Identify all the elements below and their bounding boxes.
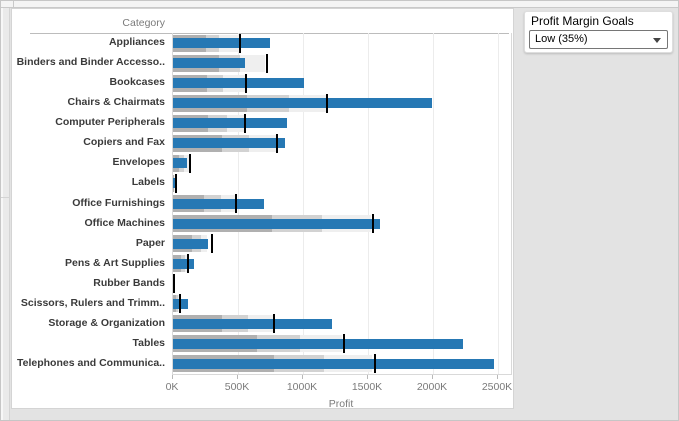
profit-bar[interactable] [173, 358, 494, 369]
category-label[interactable]: Paper [135, 236, 165, 249]
goal-reference-line [235, 194, 238, 213]
plot-area [172, 33, 512, 375]
left-rail-separator [1, 197, 10, 198]
goal-reference-line [276, 133, 278, 153]
profit-bar[interactable] [173, 258, 195, 269]
goal-reference-line [265, 53, 268, 73]
axis-tick-label: 1000K [286, 381, 318, 393]
category-label[interactable]: Telephones and Communica.. [17, 356, 165, 369]
profit-bar[interactable] [173, 238, 209, 249]
profit-margin-goals-select[interactable]: Low (35%) [529, 30, 668, 49]
header-divider [30, 33, 509, 34]
x-axis: 0K 500K 1000K 1500K 2000K 2500K [166, 374, 512, 404]
category-label[interactable]: Envelopes [112, 156, 165, 169]
bullet-chart-sheet: Category Appliances Binders and Binder Ac… [11, 8, 514, 410]
category-column-header: Category [122, 17, 165, 29]
category-label[interactable]: Storage & Organization [48, 316, 165, 329]
axis-tick-label: 500K [224, 381, 250, 393]
filter-title: Profit Margin Goals [531, 14, 634, 28]
category-label[interactable]: Copiers and Fax [83, 136, 165, 149]
goal-reference-line [187, 254, 190, 274]
axis-tick-label: 0K [165, 381, 179, 393]
goal-reference-line [245, 73, 248, 93]
category-label[interactable]: Bookcases [109, 76, 165, 89]
profit-bar[interactable] [173, 158, 188, 169]
axis-tick-label: 2500K [481, 381, 513, 393]
axis-tick [172, 375, 173, 379]
profit-bar[interactable] [173, 78, 305, 89]
chevron-down-icon [653, 38, 661, 43]
selected-option-label: Low (35%) [535, 33, 588, 45]
gridline [433, 33, 434, 374]
category-label[interactable]: Scissors, Rulers and Trimm.. [20, 296, 165, 309]
axis-tick-label: 1500K [351, 381, 383, 393]
category-label[interactable]: Appliances [108, 36, 165, 49]
profit-bar[interactable] [173, 58, 245, 69]
profit-bar[interactable] [173, 338, 463, 349]
profit-bar[interactable] [173, 178, 175, 189]
category-labels: Appliances Binders and Binder Accesso.. Bo… [12, 33, 165, 374]
goal-reference-line [273, 314, 276, 334]
goal-reference-line [243, 113, 246, 133]
profit-bar[interactable] [173, 138, 285, 149]
profit-bar[interactable] [173, 318, 332, 329]
profit-bar[interactable] [173, 118, 287, 129]
goal-reference-line [172, 274, 175, 294]
goal-reference-line [239, 33, 242, 53]
category-label[interactable]: Pens & Art Supplies [65, 256, 165, 269]
left-rail [1, 8, 10, 420]
goal-reference-line [178, 294, 181, 314]
category-label[interactable]: Computer Peripherals [55, 116, 165, 129]
category-label[interactable]: Labels [131, 176, 165, 189]
category-label[interactable]: Office Machines [84, 216, 165, 229]
goal-reference-line [189, 153, 192, 173]
axis-tick-label: 2000K [416, 381, 448, 393]
axis-tick [237, 375, 238, 379]
category-label[interactable]: Rubber Bands [93, 276, 165, 289]
top-bar-divider [13, 1, 14, 7]
x-axis-title: Profit [328, 398, 354, 410]
category-label[interactable]: Office Furnishings [72, 196, 165, 209]
goal-reference-line [325, 93, 328, 113]
gridline [368, 33, 369, 374]
goal-reference-line [174, 173, 177, 193]
profit-bar[interactable] [173, 218, 380, 229]
goal-reference-line [210, 234, 213, 254]
category-label[interactable]: Tables [132, 336, 165, 349]
category-label[interactable]: Chairs & Chairmats [67, 96, 165, 109]
axis-tick [367, 375, 368, 379]
goal-reference-line [372, 214, 375, 234]
filter-panel: Profit Margin Goals Low (35%) [524, 11, 673, 53]
profit-bar[interactable] [173, 198, 264, 209]
gridline [498, 33, 499, 374]
gridline [303, 33, 304, 374]
category-label[interactable]: Binders and Binder Accesso.. [16, 56, 165, 69]
goal-reference-line [342, 334, 345, 354]
top-bar [1, 1, 678, 8]
goal-reference-line [374, 354, 377, 374]
axis-tick [302, 375, 303, 379]
axis-tick [432, 375, 433, 379]
profit-bar[interactable] [173, 98, 432, 109]
axis-tick [497, 375, 498, 379]
profit-bar[interactable] [173, 38, 270, 49]
